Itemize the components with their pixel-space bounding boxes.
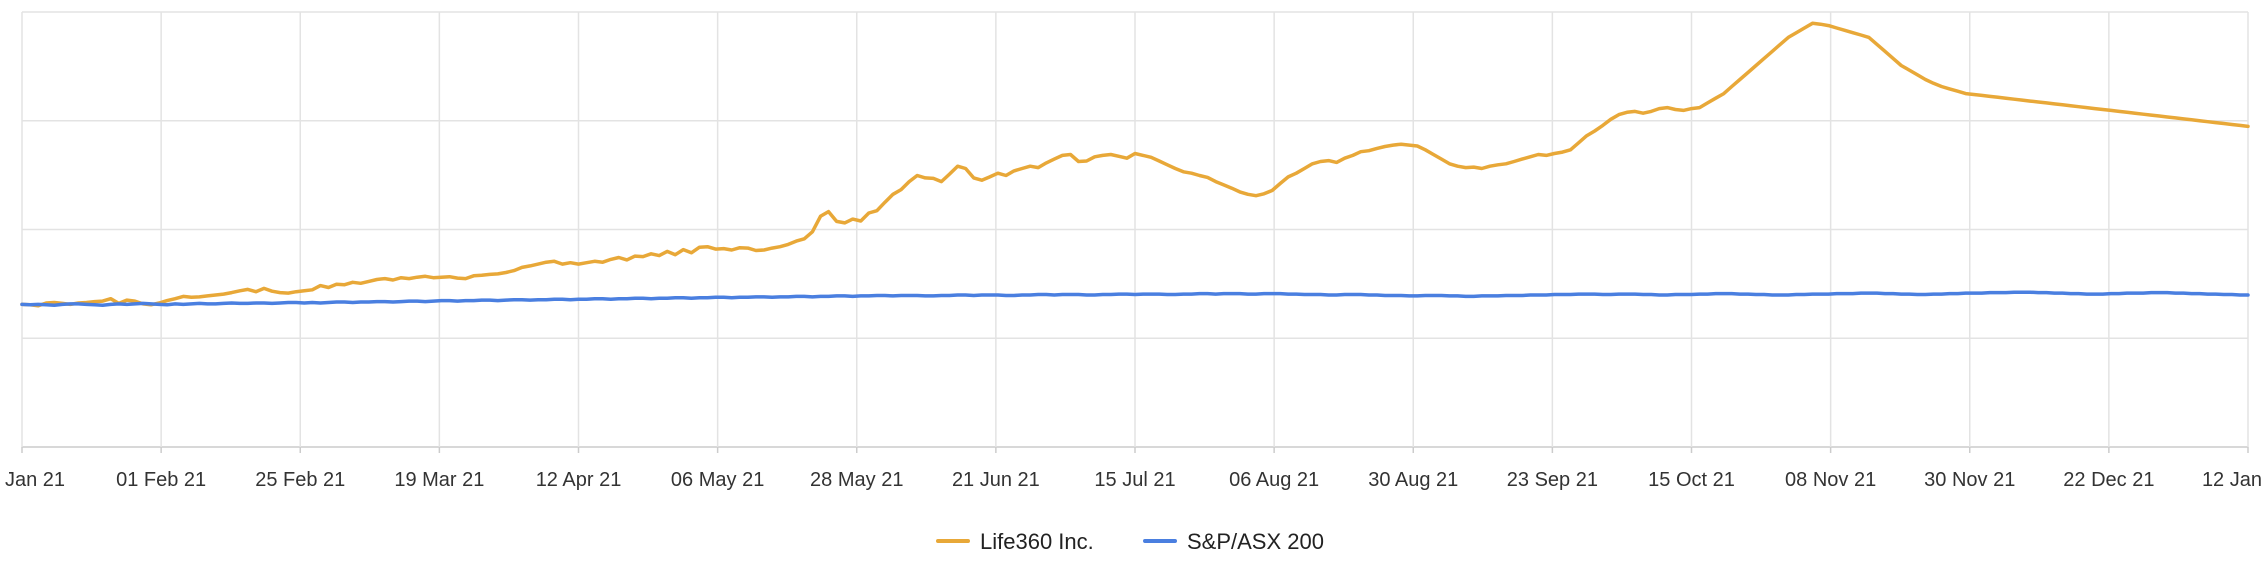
x-tick-label: 21 Jun 21 — [952, 469, 1040, 491]
series-line-1 — [20, 290, 2250, 308]
series-lines — [20, 21, 2250, 308]
legend-label-0: Life360 Inc. — [980, 529, 1094, 554]
x-tick-label: 28 May 21 — [810, 469, 903, 491]
legend: Life360 Inc. S&P/ASX 200 — [936, 529, 1324, 554]
x-tick-label: 15 Oct 21 — [1648, 469, 1735, 491]
series-line-0 — [20, 21, 2250, 308]
x-tick-label: Jan 21 — [5, 469, 65, 491]
x-tick-label: 25 Feb 21 — [255, 469, 345, 491]
x-tick-label: 22 Dec 21 — [2063, 469, 2154, 491]
x-tick-label: 12 Apr 21 — [536, 469, 622, 491]
x-axis-ticks: Jan 21 01 Feb 21 25 Feb 21 19 Mar 21 12 Apr … — [5, 469, 2262, 491]
x-tick-label: 30 Aug 21 — [1368, 469, 1458, 491]
x-tick-label: 06 May 21 — [671, 469, 764, 491]
x-tick-label: 15 Jul 21 — [1094, 469, 1175, 491]
x-tick-label: 08 Nov 21 — [1785, 469, 1876, 491]
legend-label-1: S&P/ASX 200 — [1187, 529, 1324, 554]
x-tick-label: 30 Nov 21 — [1924, 469, 2015, 491]
x-tick-label: 12 Jan — [2202, 469, 2262, 491]
x-tick-label: 23 Sep 21 — [1507, 469, 1598, 491]
x-tick-label: 19 Mar 21 — [394, 469, 484, 491]
x-tick-label: 06 Aug 21 — [1229, 469, 1319, 491]
x-tick-label: 01 Feb 21 — [116, 469, 206, 491]
grid-lines — [21, 11, 2249, 453]
